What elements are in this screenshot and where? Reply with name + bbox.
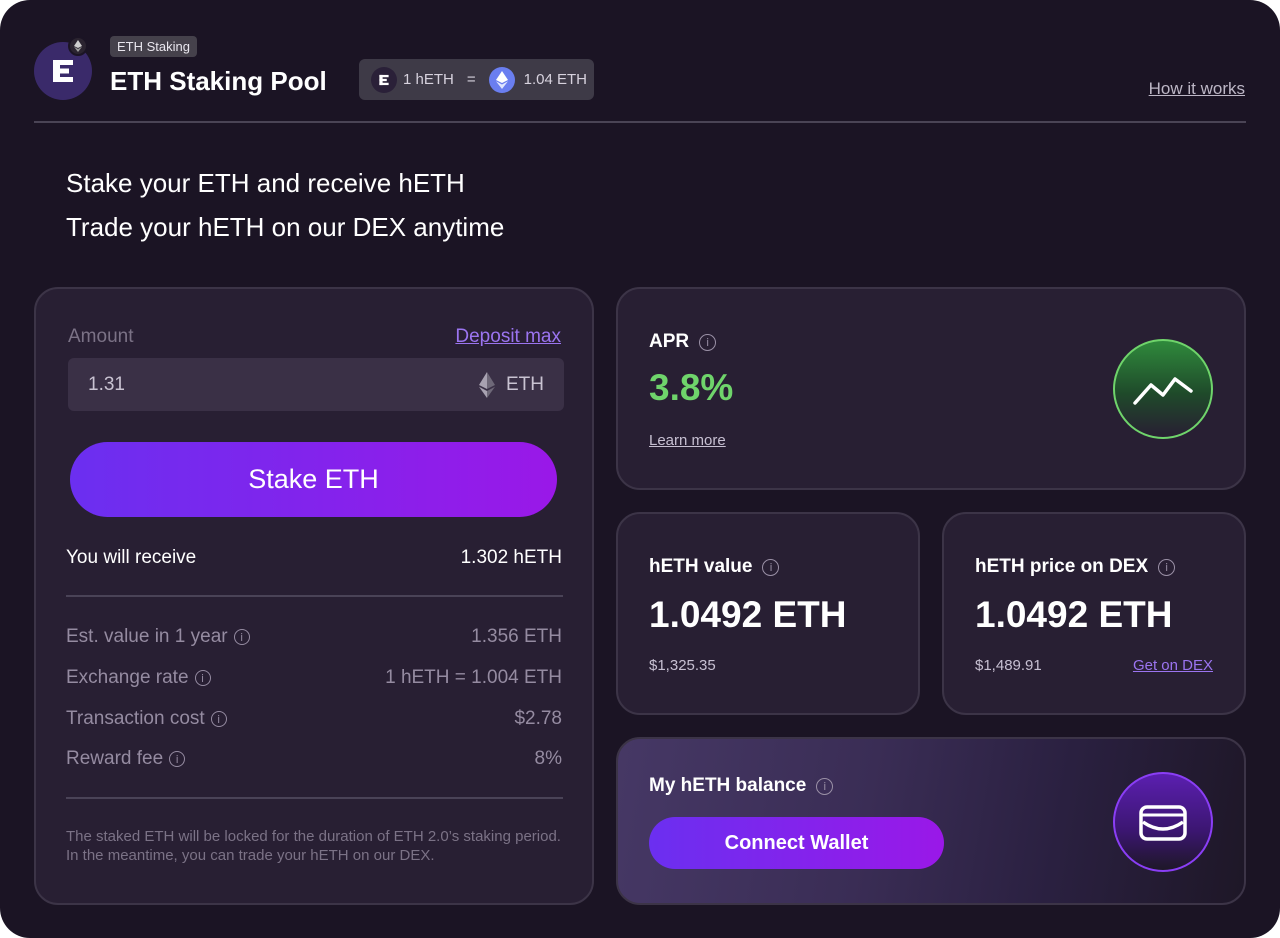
dex-price-title: hETH price on DEX i [975, 556, 1176, 578]
ethereum-icon [479, 371, 495, 398]
detail-row-exchange-rate: Exchange rate i 1 hETH = 1.004 ETH [66, 667, 562, 689]
header-divider [34, 121, 1246, 123]
divider [66, 595, 563, 597]
info-icon[interactable]: i [762, 558, 780, 576]
detail-value: 1.356 ETH [471, 626, 562, 647]
receive-row: You will receive 1.302 hETH [66, 547, 562, 569]
info-icon[interactable]: i [194, 670, 211, 686]
heth-value-amount: 1.0492 ETH [649, 594, 847, 635]
amount-label: Amount [68, 326, 134, 347]
dex-price-amount: 1.0492 ETH [975, 594, 1173, 635]
info-icon[interactable]: i [699, 333, 717, 351]
amount-value[interactable]: 1.31 [88, 373, 125, 395]
heth-value-title-text: hETH value [649, 556, 753, 577]
apr-title: APR i [649, 331, 717, 353]
detail-row-transaction-cost: Transaction cost i $2.78 [66, 708, 562, 730]
trend-line-icon [1113, 339, 1213, 439]
detail-row-reward-fee: Reward fee i 8% [66, 748, 562, 770]
rate-equals: = [466, 71, 476, 88]
dex-price-card: hETH price on DEX i 1.0492 ETH $1,489.91… [942, 512, 1246, 715]
stake-card: Amount Deposit max 1.31 ETH Stake ETH Yo… [34, 287, 594, 905]
heth-value-usd: $1,325.35 [649, 657, 716, 674]
staking-note: The staked ETH will be locked for the du… [66, 828, 561, 864]
info-icon[interactable]: i [233, 629, 250, 645]
page-title: ETH Staking Pool [110, 66, 327, 96]
hero-line-1: Stake your ETH and receive hETH [66, 168, 465, 198]
detail-row-est-value: Est. value in 1 year i 1.356 ETH [66, 626, 562, 648]
ethereum-icon [68, 36, 88, 56]
amount-unit: ETH [506, 373, 544, 395]
deposit-max-link[interactable]: Deposit max [455, 326, 561, 347]
balance-card: My hETH balance i Connect Wallet [616, 737, 1246, 905]
apr-value: 3.8% [649, 367, 734, 408]
detail-value: $2.78 [514, 708, 562, 729]
exchange-rate-pill: 1 hETH = 1.04 ETH [359, 59, 594, 100]
balance-title: My hETH balance i [649, 775, 834, 797]
detail-label: Reward fee [66, 748, 164, 769]
stake-eth-button[interactable]: Stake ETH [70, 442, 557, 517]
rate-left-text: 1 hETH [403, 71, 454, 88]
heth-coin-icon [371, 66, 397, 93]
connect-wallet-button[interactable]: Connect Wallet [649, 817, 944, 869]
info-icon[interactable]: i [816, 777, 834, 795]
rate-right-text: 1.04 ETH [523, 71, 587, 88]
hero-line-2: Trade your hETH on our DEX anytime [66, 212, 505, 242]
heth-value-title: hETH value i [649, 556, 780, 578]
info-icon[interactable]: i [169, 751, 186, 767]
dex-price-title-text: hETH price on DEX [975, 556, 1149, 577]
wallet-icon [1113, 772, 1213, 872]
detail-label: Exchange rate [66, 667, 189, 688]
receive-value: 1.302 hETH [460, 547, 562, 568]
detail-label: Est. value in 1 year [66, 626, 228, 647]
how-it-works-link[interactable]: How it works [1148, 79, 1245, 98]
detail-value: 1 hETH = 1.004 ETH [385, 667, 562, 688]
dex-price-usd: $1,489.91 [975, 657, 1042, 674]
get-on-dex-link[interactable]: Get on DEX [1132, 657, 1213, 674]
apr-title-text: APR [649, 331, 690, 352]
learn-more-link[interactable]: Learn more [649, 432, 726, 449]
receive-label: You will receive [66, 547, 197, 568]
section-tag: ETH Staking [110, 36, 197, 57]
detail-label: Transaction cost [66, 708, 205, 729]
detail-value: 8% [534, 748, 562, 769]
heth-value-card: hETH value i 1.0492 ETH $1,325.35 [616, 512, 920, 715]
apr-card: APR i 3.8% Learn more [616, 287, 1246, 490]
balance-title-text: My hETH balance [649, 775, 807, 796]
eth-coin-icon [488, 66, 515, 93]
amount-input[interactable]: 1.31 ETH [68, 358, 564, 411]
info-icon[interactable]: i [1158, 558, 1176, 576]
info-icon[interactable]: i [210, 711, 227, 727]
divider [66, 797, 563, 799]
